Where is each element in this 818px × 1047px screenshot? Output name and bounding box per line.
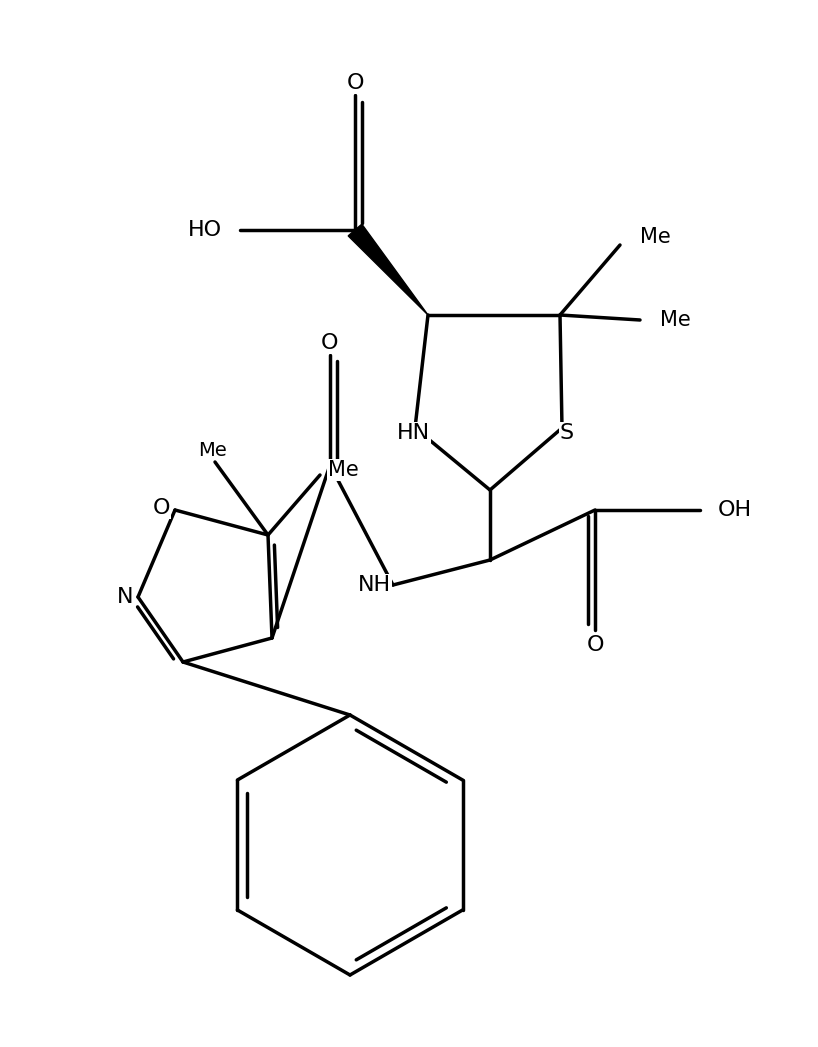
Polygon shape bbox=[348, 224, 428, 315]
Text: Me: Me bbox=[640, 227, 671, 247]
Text: O: O bbox=[587, 634, 604, 655]
Text: O: O bbox=[346, 73, 364, 93]
Text: Me: Me bbox=[328, 460, 359, 480]
Text: NH: NH bbox=[358, 575, 391, 595]
Text: N: N bbox=[116, 587, 133, 607]
Text: Me: Me bbox=[199, 441, 227, 460]
Text: HN: HN bbox=[397, 423, 429, 443]
Text: O: O bbox=[152, 498, 170, 518]
Text: Me: Me bbox=[660, 310, 690, 330]
Text: S: S bbox=[560, 423, 574, 443]
Text: O: O bbox=[321, 333, 339, 353]
Text: OH: OH bbox=[718, 500, 752, 520]
Text: HO: HO bbox=[188, 220, 222, 240]
